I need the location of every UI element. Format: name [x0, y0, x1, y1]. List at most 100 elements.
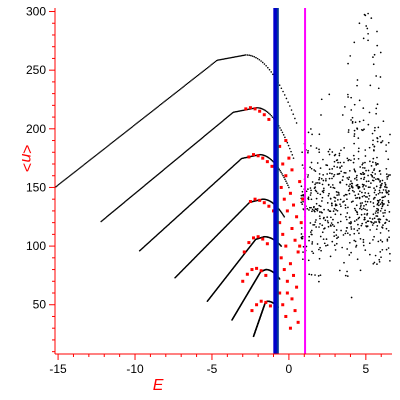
black-point [177, 89, 180, 92]
black-point [323, 208, 325, 211]
black-point [372, 213, 375, 216]
black-point [367, 174, 369, 177]
black-point [348, 176, 351, 179]
red-point [281, 162, 285, 166]
black-point [103, 147, 106, 150]
red-point [255, 266, 259, 270]
black-point [331, 240, 334, 243]
black-point [309, 187, 312, 189]
black-point [282, 134, 285, 136]
black-point [280, 245, 283, 247]
black-point [313, 223, 316, 226]
black-point [381, 226, 384, 229]
black-point [169, 96, 172, 98]
black-point [337, 199, 339, 201]
black-point [388, 220, 391, 223]
black-point [68, 175, 71, 177]
black-point [343, 200, 345, 203]
black-point [366, 225, 369, 227]
black-point [253, 56, 256, 58]
black-point [317, 182, 319, 184]
black-point [308, 239, 310, 242]
black-point [289, 105, 291, 107]
black-point [147, 113, 149, 116]
black-point [307, 150, 309, 152]
black-point [387, 229, 390, 232]
black-point [302, 200, 304, 203]
black-point [381, 196, 384, 199]
black-point [321, 190, 324, 193]
black-point [331, 223, 334, 226]
black-point [337, 173, 340, 175]
black-point [369, 160, 371, 163]
black-point [323, 189, 325, 192]
black-point [318, 248, 320, 251]
black-point [90, 158, 92, 161]
black-point [375, 75, 378, 77]
black-point [362, 185, 364, 188]
black-point [323, 242, 326, 245]
black-point [379, 135, 382, 138]
black-point [287, 144, 290, 147]
black-point [363, 128, 365, 131]
black-point [281, 131, 284, 134]
red-point [288, 191, 292, 195]
black-point [302, 258, 304, 261]
black-point [63, 179, 65, 182]
black-point [358, 99, 361, 102]
black-point [339, 181, 342, 184]
black-point [380, 141, 382, 144]
red-point [262, 113, 266, 117]
black-point [372, 56, 374, 58]
black-point [376, 178, 379, 180]
black-point [331, 151, 334, 153]
black-point [362, 184, 365, 187]
black-point [386, 238, 389, 241]
black-point [373, 205, 375, 208]
black-point [278, 84, 281, 86]
black-point [372, 157, 375, 160]
black-point [316, 162, 319, 164]
black-point [358, 22, 361, 25]
black-point [310, 161, 313, 164]
black-point [381, 205, 384, 208]
black-point [362, 244, 365, 247]
y-tick-label: 300 [26, 5, 46, 19]
black-point [356, 84, 358, 87]
black-point [263, 63, 266, 65]
black-point [326, 164, 329, 167]
black-point [64, 178, 66, 181]
black-point [222, 58, 225, 60]
black-point [335, 190, 338, 193]
black-point [379, 180, 381, 182]
black-point [366, 27, 369, 30]
black-point [301, 203, 304, 205]
black-point [286, 141, 289, 144]
black-point [372, 63, 375, 66]
black-point [208, 66, 210, 68]
black-point [319, 274, 322, 277]
black-point [363, 176, 366, 179]
black-point [343, 261, 345, 264]
black-point [357, 147, 360, 150]
black-point [91, 157, 93, 160]
black-point [382, 189, 385, 191]
black-point [323, 227, 326, 230]
black-point [336, 237, 338, 240]
red-point [285, 291, 289, 295]
black-point [378, 189, 381, 192]
black-point [348, 241, 351, 244]
black-point [333, 165, 336, 168]
black-point [318, 257, 321, 260]
x-tick-label: -15 [49, 362, 67, 376]
black-point [376, 215, 379, 218]
black-point [58, 183, 61, 185]
black-point [329, 172, 331, 175]
black-point [71, 173, 73, 175]
black-point [381, 248, 384, 251]
black-point [381, 201, 383, 204]
black-point [280, 171, 282, 174]
black-point [333, 231, 335, 234]
black-point [388, 210, 391, 213]
